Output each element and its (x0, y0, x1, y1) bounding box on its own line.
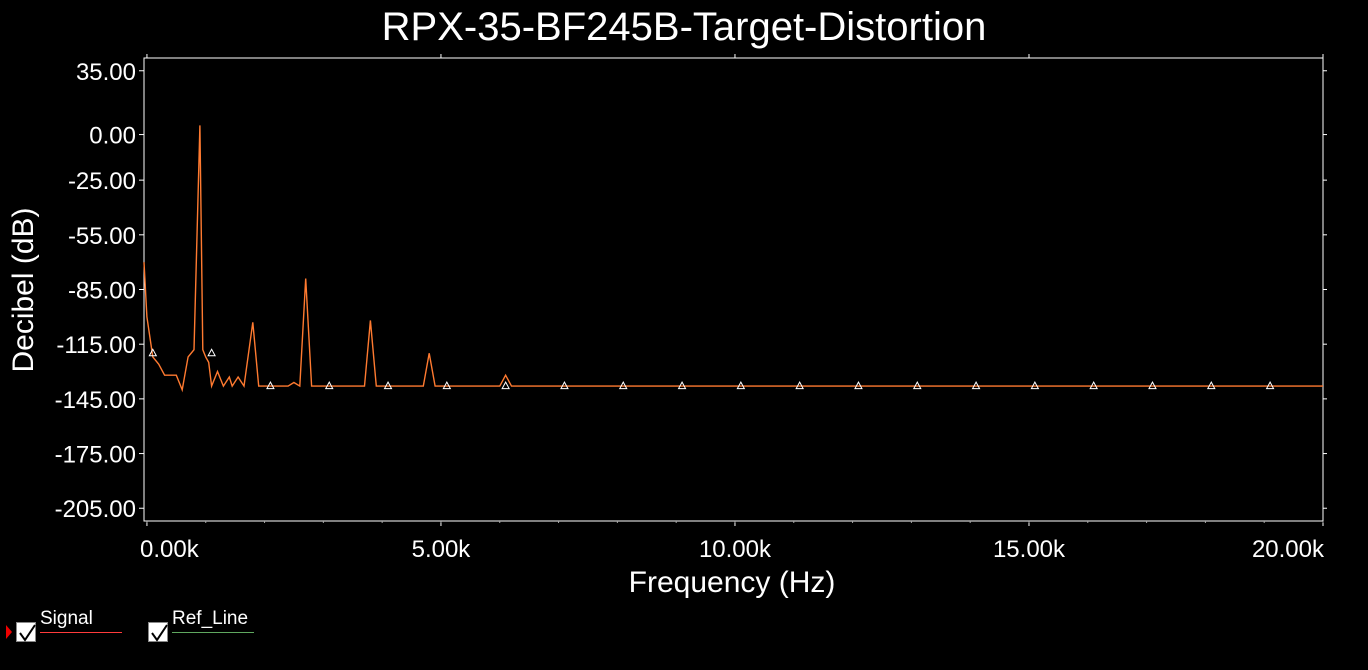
series-layer (143, 125, 1323, 393)
data-point-marker (383, 381, 393, 390)
data-point-marker (442, 381, 452, 390)
series-line-signal (143, 125, 1323, 393)
marker-layer (148, 348, 1275, 390)
selected-series-marker (6, 625, 12, 639)
data-point-marker (501, 381, 510, 390)
x-axis-label: Frequency (Hz) (629, 566, 836, 599)
y-tick-label: -175.00 (55, 442, 136, 469)
x-tick-label: 5.00k (412, 536, 472, 563)
data-point-marker (1148, 381, 1157, 390)
legend-label-ref-line: Ref_Line (172, 608, 249, 629)
y-tick-label: -145.00 (55, 387, 136, 414)
data-point-marker (618, 381, 628, 390)
data-point-marker (266, 381, 275, 390)
y-tick-label: -25.00 (68, 168, 136, 195)
data-point-marker (148, 348, 158, 357)
legend-item-signal[interactable]: Signal (6, 606, 128, 646)
x-tick-label: 15.00k (993, 536, 1066, 563)
data-point-marker (795, 381, 804, 390)
legend-item-ref-line[interactable]: Ref_Line (140, 606, 265, 646)
x-tick-label: 0.00k (140, 536, 200, 563)
data-point-marker (1265, 381, 1275, 390)
data-point-marker (207, 348, 216, 357)
data-point-marker (1206, 381, 1216, 390)
y-tick-label: 0.00 (89, 123, 136, 150)
data-point-marker (677, 381, 687, 390)
y-tick-label: -205.00 (55, 496, 136, 523)
data-point-marker (1030, 381, 1040, 390)
data-point-marker (971, 381, 981, 390)
legend-swatch-ref-line (172, 632, 254, 633)
y-tick-label: -115.00 (56, 332, 136, 359)
x-tick-label: 20.00k (1252, 536, 1325, 563)
data-point-marker (560, 381, 569, 390)
y-tick-label: -85.00 (68, 278, 136, 305)
checkmark-icon (151, 624, 168, 642)
legend-swatch-signal (40, 632, 122, 633)
data-point-marker (324, 381, 334, 390)
x-tick-label: 10.00k (699, 536, 772, 563)
legend-label-signal: Signal (40, 608, 93, 629)
data-point-marker (1089, 381, 1099, 390)
x-axis: 0.00k 5.00k 10.00k 15.00k 20.00k (140, 54, 1325, 563)
chart: RPX-35-BF245B-Target-Distortion 35.000.0… (7, 5, 1327, 599)
data-point-marker (912, 381, 922, 390)
data-point-marker (736, 381, 746, 390)
y-tick-label: -55.00 (68, 223, 136, 250)
y-axis: 35.00 0.00 -25.00 -55.00 -85.00 -115.00 -145.0… (55, 59, 1327, 523)
chart-title: RPX-35-BF245B-Target-Distortion (382, 5, 987, 49)
data-point-marker (854, 381, 863, 390)
y-axis-label: Decibel (dB) (7, 207, 40, 372)
plot-area-frame (143, 57, 1324, 522)
signal-checkbox[interactable] (16, 622, 36, 642)
checkmark-icon (19, 624, 36, 642)
y-tick-label: 35.00 (76, 59, 136, 86)
ref-line-checkbox[interactable] (148, 622, 168, 642)
